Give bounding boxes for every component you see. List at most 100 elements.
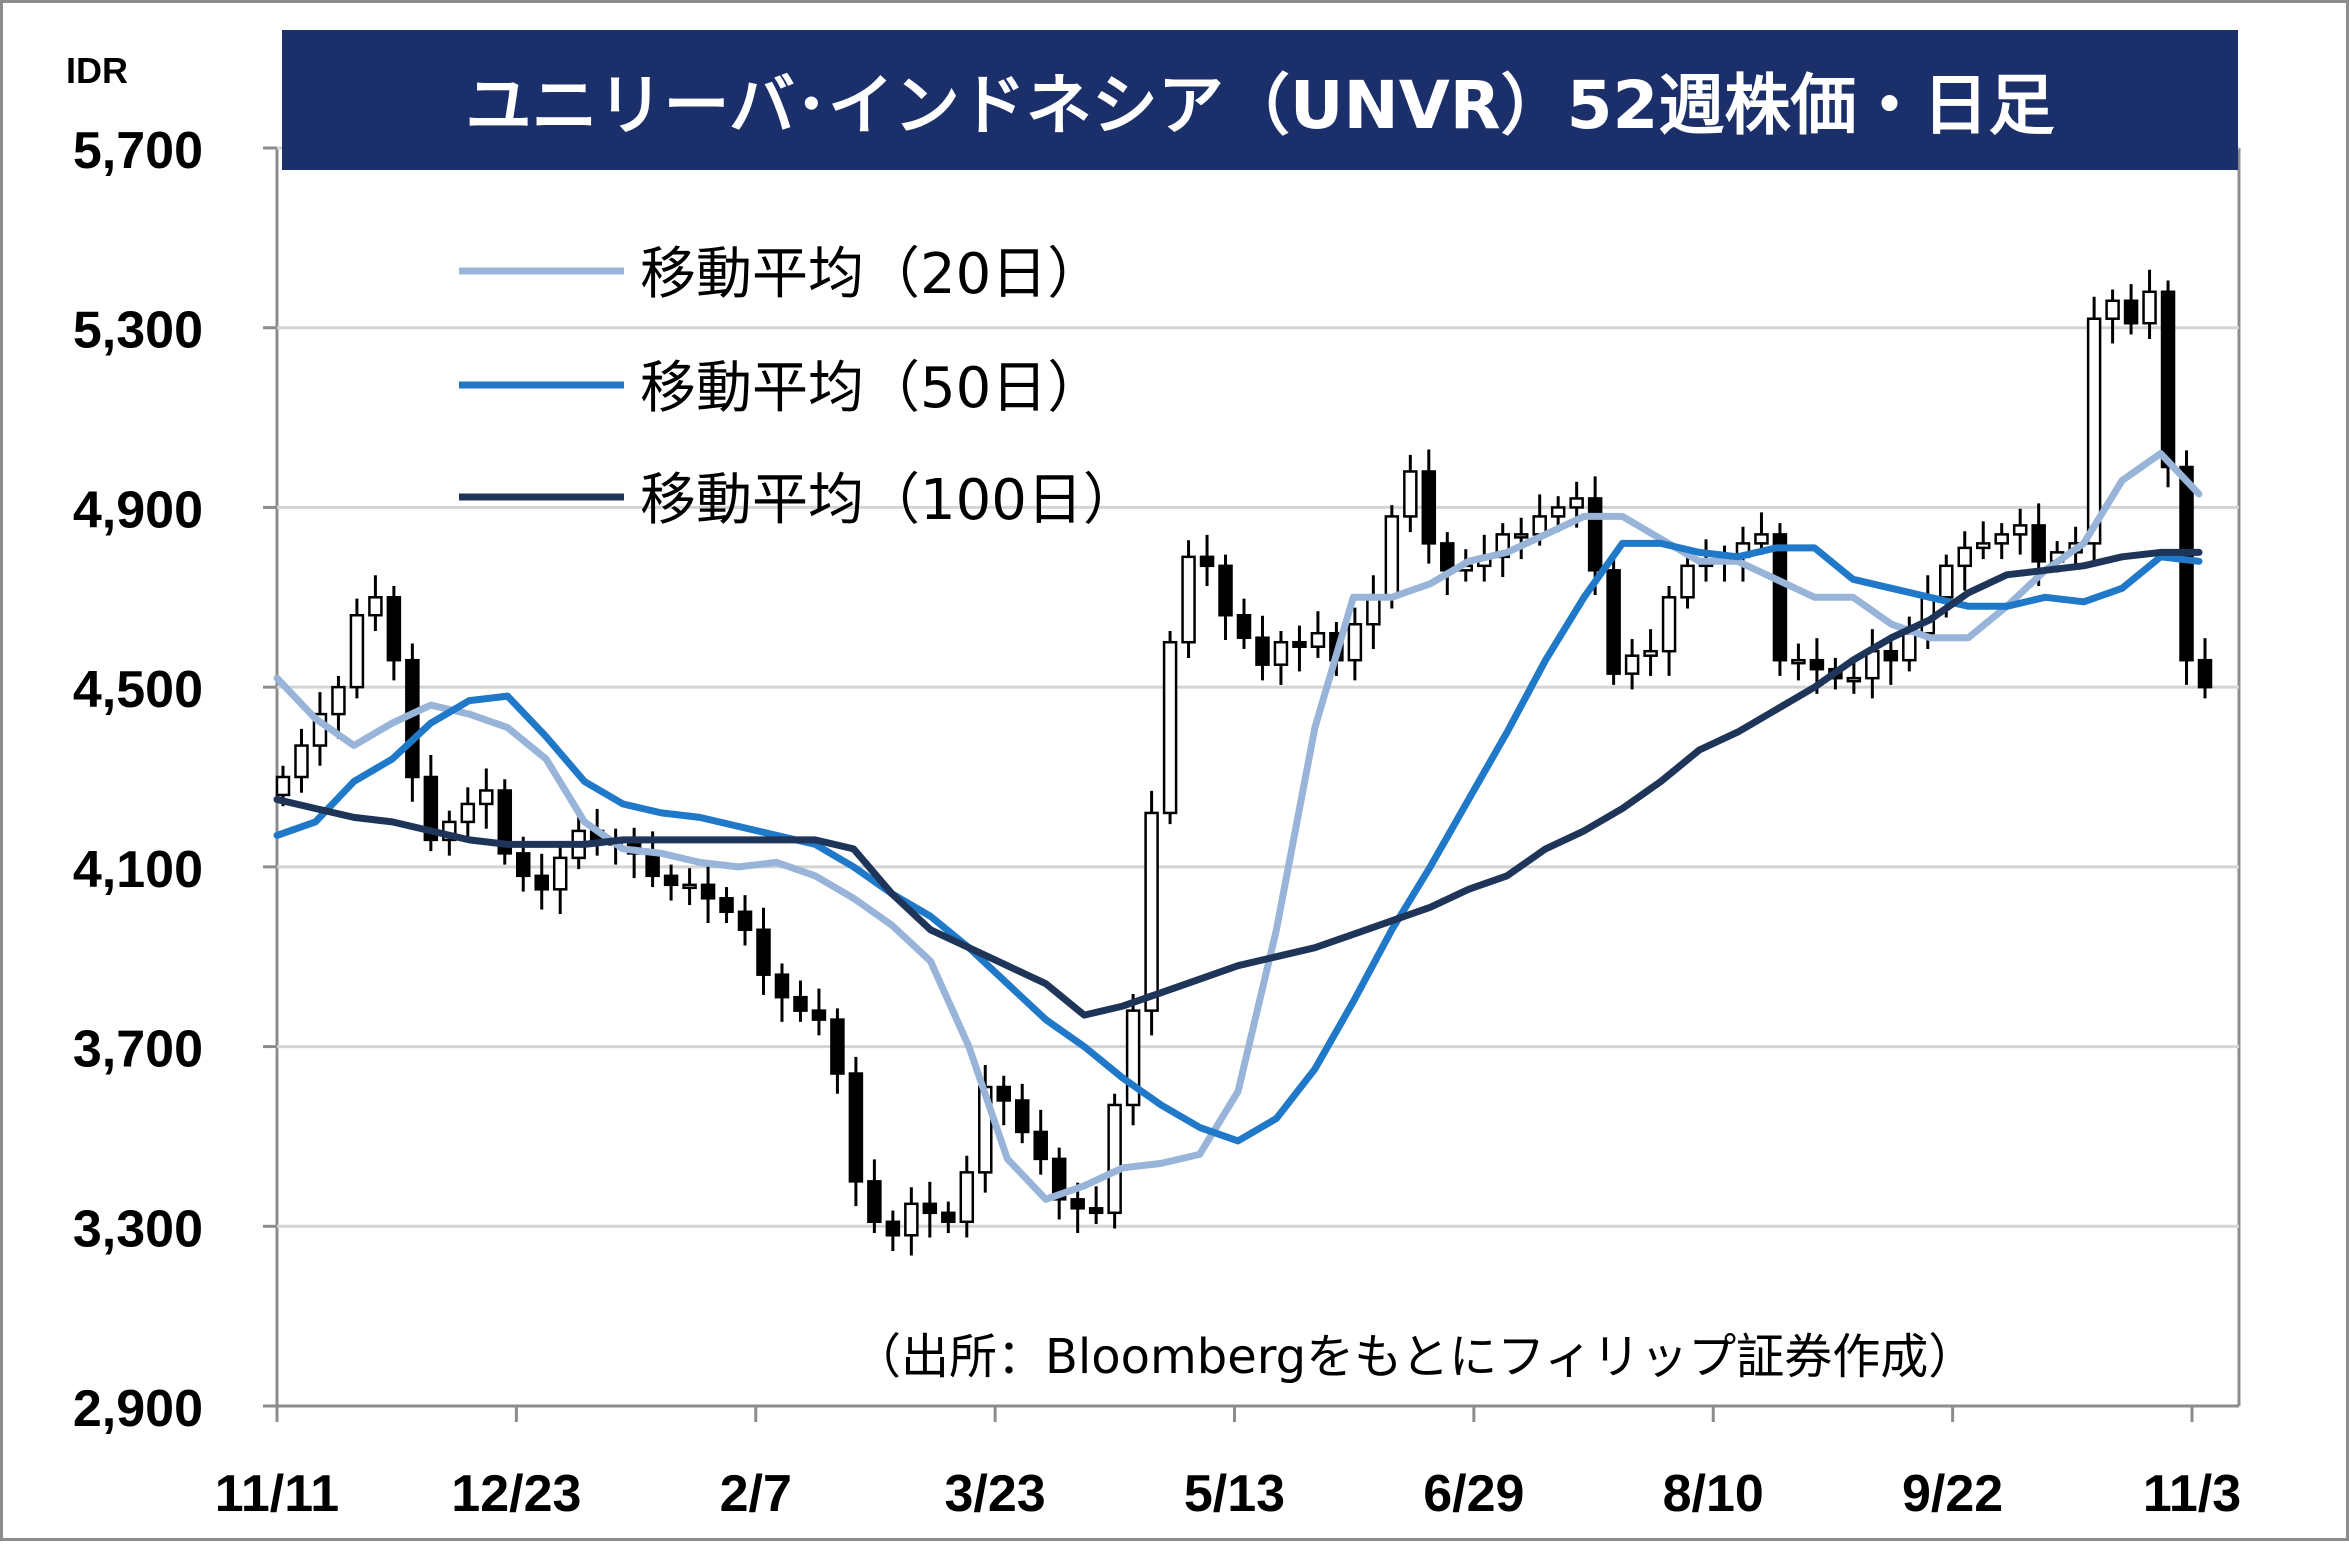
candle-body bbox=[1772, 533, 1788, 662]
candle-body bbox=[996, 1085, 1011, 1102]
candle-body bbox=[1846, 676, 1862, 683]
x-tick-label: 6/29 bbox=[1423, 1465, 1524, 1523]
candle-body bbox=[386, 596, 402, 662]
candle-body bbox=[534, 874, 549, 891]
candle-body bbox=[904, 1202, 919, 1237]
x-tick-label: 5/13 bbox=[1184, 1465, 1285, 1523]
legend-label-ma100: 移動平均（100日） bbox=[640, 468, 1139, 533]
candle-body bbox=[1606, 569, 1621, 675]
legend-label-ma50: 移動平均（50日） bbox=[640, 356, 1103, 421]
candle-body bbox=[941, 1211, 956, 1224]
candle-body bbox=[1902, 631, 1917, 662]
source-note: （出所：Bloombergをもとにフィリップ証券作成） bbox=[853, 1329, 1976, 1385]
candle-body bbox=[1680, 564, 1695, 599]
candle-body bbox=[811, 1009, 827, 1021]
x-tick-label: 9/22 bbox=[1902, 1465, 2003, 1523]
candle-body bbox=[1255, 636, 1270, 666]
chart-canvas: 2,900 3,300 3,700 4,100 4,500 4,900 5,300 5,700… bbox=[66, 30, 2241, 1523]
candle-body bbox=[1051, 1157, 1067, 1201]
candle-body bbox=[1107, 1103, 1122, 1215]
candle-body bbox=[1181, 555, 1196, 644]
candle-body bbox=[663, 874, 679, 887]
candle-body bbox=[2160, 290, 2176, 469]
candle-body bbox=[1440, 542, 1455, 572]
x-tick-label: 2/7 bbox=[720, 1465, 792, 1523]
candle-body bbox=[848, 1072, 864, 1183]
candle-body bbox=[2123, 299, 2139, 325]
x-tick-label: 11/3 bbox=[2143, 1465, 2241, 1523]
candle-body bbox=[1513, 533, 1529, 539]
y-tick-label: 3,700 bbox=[73, 1021, 203, 1079]
candle-body bbox=[645, 852, 660, 878]
candle-body bbox=[1273, 640, 1289, 666]
candle-body bbox=[1754, 533, 1769, 545]
candle-body bbox=[552, 856, 568, 891]
candle-body bbox=[737, 910, 753, 932]
candle-body bbox=[1384, 515, 1400, 599]
candle-body bbox=[1643, 649, 1658, 657]
candle-body bbox=[1162, 640, 1178, 815]
series-line-ma50 bbox=[273, 539, 2203, 1145]
candle-body bbox=[275, 775, 291, 797]
y-tick-label: 3,300 bbox=[73, 1200, 203, 1258]
candle-body bbox=[1569, 497, 1584, 509]
candle-body bbox=[1070, 1198, 1085, 1210]
candle-body bbox=[479, 789, 494, 806]
series-line-ma20 bbox=[273, 450, 2203, 1203]
candle-body bbox=[1403, 470, 1418, 518]
y-tick-label: 4,500 bbox=[73, 661, 203, 719]
candle-body bbox=[2012, 524, 2028, 536]
candle-body bbox=[2197, 658, 2213, 689]
moving-average-lines bbox=[273, 450, 2203, 1203]
candle-body bbox=[1975, 542, 1991, 550]
candle-body bbox=[294, 744, 309, 779]
candle-body bbox=[368, 596, 383, 617]
candle-body bbox=[1624, 654, 1640, 675]
y-axis-ticks: 2,900 3,300 3,700 4,100 4,500 4,900 5,300 5,700 bbox=[73, 122, 277, 1438]
chart-title: ユニリーバ･インドネシア（UNVR）52週株価・日足 bbox=[466, 67, 2055, 144]
y-tick-label: 5,700 bbox=[73, 122, 203, 180]
y-tick-label: 2,900 bbox=[73, 1380, 203, 1438]
legend-label-ma20: 移動平均（20日） bbox=[640, 242, 1103, 307]
candle-body bbox=[1144, 811, 1159, 1012]
x-axis-ticks: 11/11 12/23 2/7 3/23 5/13 6/29 8/10 9/22 11/3 bbox=[215, 1406, 2241, 1523]
candle-body bbox=[793, 995, 808, 1012]
candle-body bbox=[349, 614, 365, 689]
candle-body bbox=[682, 883, 697, 890]
y-tick-label: 4,900 bbox=[73, 481, 203, 539]
candle-body bbox=[2142, 290, 2157, 325]
candle-body bbox=[1883, 649, 1899, 662]
candle-body bbox=[1310, 631, 1326, 648]
grid-lines bbox=[277, 146, 2239, 1228]
x-tick-label: 11/11 bbox=[215, 1465, 339, 1523]
candle-body bbox=[1014, 1099, 1030, 1134]
candle-body bbox=[1661, 596, 1677, 653]
legend: 移動平均（20日） 移動平均（50日） 移動平均（100日） bbox=[459, 242, 1139, 533]
candle-body bbox=[756, 928, 771, 976]
candle-body bbox=[2031, 524, 2046, 563]
title-banner bbox=[282, 30, 2238, 170]
x-tick-label: 8/10 bbox=[1663, 1465, 1764, 1523]
candle-body bbox=[497, 789, 513, 855]
candle-body bbox=[922, 1202, 938, 1215]
candle-body bbox=[1347, 622, 1363, 662]
candle-body bbox=[460, 802, 476, 824]
candle-body bbox=[1957, 546, 1972, 568]
candle-body bbox=[1292, 640, 1307, 648]
candle-body bbox=[1939, 564, 1954, 599]
candle-body bbox=[1236, 614, 1252, 639]
candle-body bbox=[1199, 555, 1215, 568]
x-tick-label: 3/23 bbox=[945, 1465, 1046, 1523]
candle-body bbox=[516, 852, 531, 878]
candle-body bbox=[867, 1180, 882, 1224]
candle-body bbox=[830, 1018, 845, 1075]
candle-body bbox=[1791, 658, 1806, 665]
candle-body bbox=[1218, 564, 1233, 617]
candle-body bbox=[1994, 533, 2009, 545]
candle-body bbox=[1033, 1130, 1048, 1161]
candle-body bbox=[885, 1220, 901, 1237]
candle-body bbox=[2105, 299, 2120, 320]
candle-body bbox=[1421, 470, 1437, 545]
candle-body bbox=[1366, 596, 1381, 626]
